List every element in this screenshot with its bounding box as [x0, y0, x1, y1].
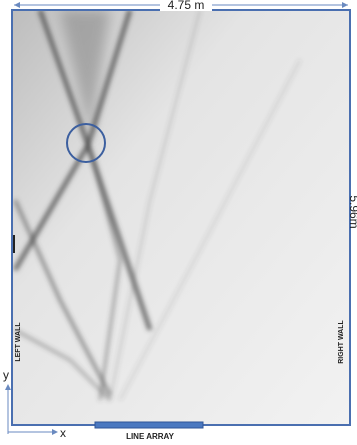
x-arrowhead — [52, 429, 58, 435]
y-arrowhead — [5, 384, 11, 390]
left-wall-label: LEFT WALL — [15, 322, 22, 362]
radar-image — [11, 10, 350, 425]
width-label: 4.75 m — [168, 0, 205, 12]
height-label: 5.96m — [347, 195, 357, 228]
right-wall-label: RIGHT WALL — [338, 320, 345, 364]
y-axis-label: y — [3, 368, 9, 382]
x-axis-label: x — [60, 426, 66, 440]
line-array-label: LINE ARRAY — [126, 432, 175, 441]
line-array — [95, 422, 203, 428]
room-image-figure: 4.75 m 5.96m LEFT WALL RIGHT WALL y x LI… — [0, 0, 357, 445]
